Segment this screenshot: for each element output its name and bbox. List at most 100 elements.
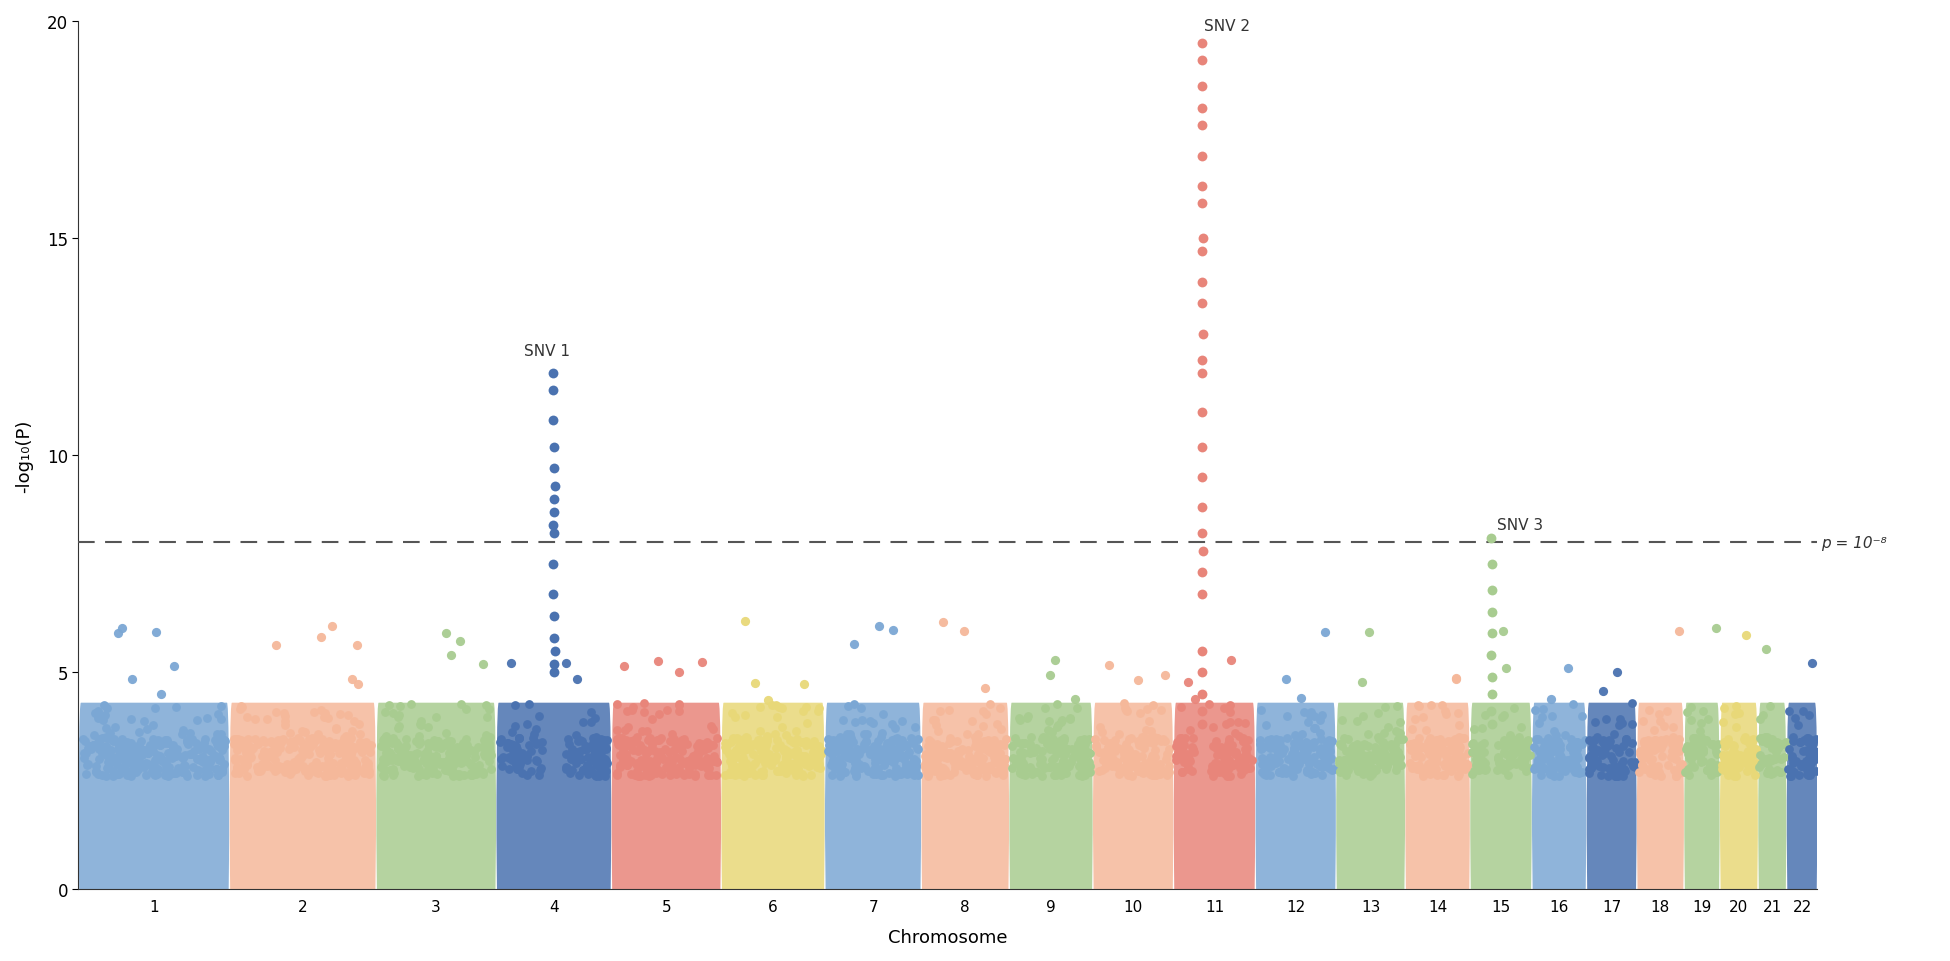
- Point: [96, 742, 127, 757]
- Point: [1418, 757, 1449, 773]
- Point: [1041, 720, 1072, 735]
- Point: [745, 743, 776, 758]
- Point: [589, 739, 620, 754]
- Point: [1507, 740, 1539, 755]
- Point: [903, 732, 934, 748]
- Point: [1271, 708, 1303, 724]
- Point: [445, 754, 476, 770]
- Point: [669, 731, 700, 747]
- Point: [1049, 747, 1080, 762]
- Point: [1306, 749, 1338, 764]
- Point: [292, 761, 324, 776]
- Point: [1248, 758, 1279, 774]
- Point: [1792, 743, 1823, 758]
- Point: [538, 643, 569, 658]
- Point: [1020, 741, 1051, 756]
- Point: [766, 720, 798, 735]
- Point: [326, 755, 357, 771]
- Point: [1228, 762, 1260, 777]
- Point: [1661, 741, 1693, 756]
- Point: [224, 736, 255, 752]
- Point: [780, 756, 811, 772]
- Point: [538, 365, 569, 381]
- Point: [973, 732, 1004, 748]
- Point: [146, 752, 177, 767]
- Point: [125, 733, 156, 749]
- Point: [72, 756, 103, 772]
- Point: [339, 765, 370, 780]
- Point: [232, 758, 263, 774]
- Point: [1024, 756, 1055, 772]
- Point: [1379, 737, 1410, 752]
- Point: [550, 747, 581, 762]
- Point: [620, 756, 651, 772]
- Point: [1293, 756, 1324, 772]
- Point: [1583, 743, 1615, 758]
- Point: [1796, 737, 1827, 752]
- Point: [82, 711, 113, 727]
- Point: [1466, 720, 1498, 735]
- Point: [410, 747, 441, 762]
- Point: [1186, 587, 1217, 603]
- Point: [1342, 714, 1373, 729]
- Point: [1418, 745, 1449, 760]
- Point: [1306, 768, 1338, 783]
- Point: [1677, 736, 1708, 752]
- Point: [928, 761, 959, 776]
- Point: [825, 737, 856, 752]
- Point: [696, 752, 727, 768]
- Point: [858, 767, 889, 782]
- Point: [103, 739, 135, 754]
- Point: [1525, 768, 1556, 783]
- Point: [1127, 739, 1158, 754]
- Point: [714, 747, 745, 762]
- Point: [1737, 732, 1769, 748]
- Point: [1427, 767, 1459, 782]
- Point: [341, 677, 372, 692]
- Point: [601, 697, 632, 712]
- Point: [133, 756, 164, 772]
- Point: [1509, 744, 1540, 759]
- Point: [1018, 744, 1049, 759]
- Point: [1351, 757, 1383, 773]
- Point: [1043, 759, 1074, 775]
- Point: [1188, 405, 1219, 420]
- Point: [956, 714, 987, 729]
- Point: [1291, 762, 1322, 777]
- Point: [1640, 732, 1671, 748]
- Point: [1513, 748, 1544, 763]
- Point: [1197, 759, 1228, 775]
- Point: [1139, 731, 1170, 747]
- Point: [967, 751, 998, 766]
- Point: [351, 755, 382, 771]
- Point: [1314, 760, 1346, 776]
- Point: [913, 739, 944, 754]
- Point: [733, 763, 764, 778]
- Point: [1519, 740, 1550, 755]
- Point: [1593, 769, 1624, 784]
- Point: [1129, 731, 1160, 747]
- Point: [1271, 764, 1303, 779]
- Point: [306, 742, 337, 757]
- Point: [404, 733, 435, 749]
- Point: [1638, 766, 1669, 781]
- Point: [1685, 750, 1716, 765]
- Point: [794, 758, 825, 774]
- Point: [1539, 724, 1570, 739]
- Point: [172, 769, 203, 784]
- Point: [1055, 710, 1086, 726]
- Point: [421, 749, 452, 764]
- Point: [458, 744, 489, 759]
- Point: [562, 672, 593, 687]
- Point: [1763, 740, 1794, 755]
- Point: [1640, 732, 1671, 748]
- Point: [369, 704, 400, 720]
- Point: [1246, 702, 1277, 718]
- Point: [850, 733, 881, 749]
- Point: [723, 733, 755, 749]
- Point: [757, 698, 788, 713]
- Point: [1141, 731, 1172, 747]
- Point: [1034, 760, 1065, 776]
- Point: [1412, 762, 1443, 777]
- Point: [138, 767, 170, 782]
